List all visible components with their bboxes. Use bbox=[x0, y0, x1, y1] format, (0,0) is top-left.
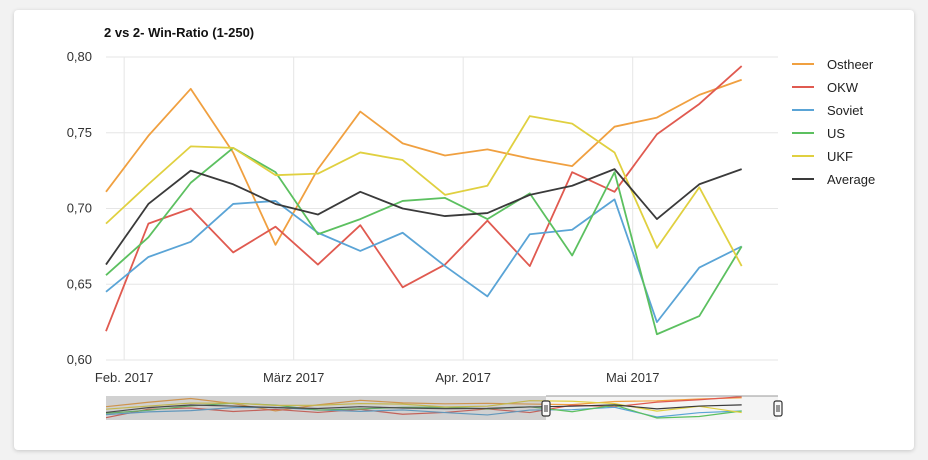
legend-label: UKF bbox=[827, 149, 853, 164]
x-tick-label: Mai 2017 bbox=[606, 370, 659, 385]
legend-label: Soviet bbox=[827, 103, 864, 118]
series-line-us bbox=[105, 146, 743, 336]
y-tick-label: 0,60 bbox=[67, 352, 92, 367]
navigator-handle-left[interactable] bbox=[541, 400, 551, 417]
series-line-ukf bbox=[105, 115, 743, 267]
series-line-soviet bbox=[105, 198, 743, 324]
navigator bbox=[105, 395, 783, 420]
legend-label: Ostheer bbox=[827, 57, 874, 72]
legend: Ostheer OKW Soviet US UKF Average bbox=[792, 57, 875, 187]
series-lines bbox=[105, 65, 743, 336]
y-tick-label: 0,70 bbox=[67, 201, 92, 216]
legend-label: Average bbox=[827, 172, 875, 187]
x-tick-label: März 2017 bbox=[263, 370, 324, 385]
series-line-okw bbox=[105, 65, 743, 332]
chart-title: 2 vs 2- Win-Ratio (1-250) bbox=[104, 25, 254, 40]
y-axis: 0,60 0,65 0,70 0,75 0,80 bbox=[67, 49, 92, 367]
legend-label: OKW bbox=[827, 80, 859, 95]
y-tick-label: 0,80 bbox=[67, 49, 92, 64]
navigator-line-average bbox=[105, 404, 742, 414]
x-tick-label: Feb. 2017 bbox=[95, 370, 154, 385]
chart-card: 2 vs 2- Win-Ratio (1-250) 0,60 0,65 0,70 0,… bbox=[14, 10, 914, 450]
y-tick-label: 0,65 bbox=[67, 276, 92, 291]
navigator-handle-right[interactable] bbox=[773, 400, 783, 417]
series-line-ostheer bbox=[105, 78, 742, 246]
y-tick-label: 0,75 bbox=[67, 125, 92, 140]
x-tick-label: Apr. 2017 bbox=[435, 370, 491, 385]
line-chart: 2 vs 2- Win-Ratio (1-250) 0,600,650,700,… bbox=[67, 25, 875, 420]
x-axis: Feb. 2017 März 2017 Apr. 2017 Mai 2017 bbox=[95, 370, 660, 385]
navigator-line-ostheer bbox=[105, 397, 742, 412]
series-line-average bbox=[105, 168, 742, 266]
navigator-mask bbox=[106, 396, 546, 420]
legend-label: US bbox=[827, 126, 845, 141]
navigator-line-us bbox=[105, 402, 742, 419]
gridlines bbox=[106, 56, 778, 361]
